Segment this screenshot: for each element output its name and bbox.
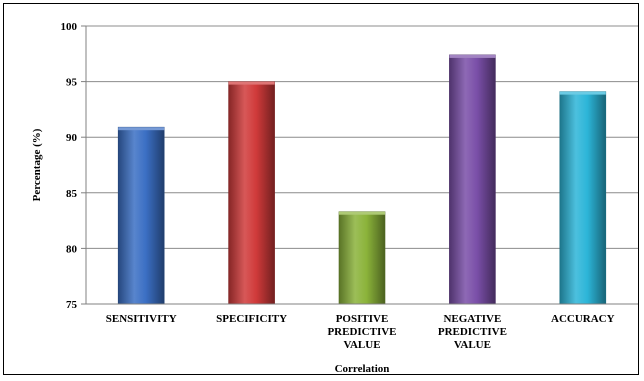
- y-tick-labels: 75 80 85 90 95 100: [61, 21, 78, 311]
- bar-top-cap: [228, 81, 275, 85]
- x-category-label: NEGATIVE: [443, 313, 501, 325]
- chart-frame: [3, 3, 639, 375]
- bar-top-cap: [118, 127, 165, 131]
- y-tick-label: 85: [66, 188, 78, 200]
- y-axis-title: Percentage (%): [31, 128, 43, 201]
- x-category-label: VALUE: [454, 339, 491, 351]
- gridlines: [81, 25, 638, 305]
- x-category-label: PREDICTIVE: [327, 326, 396, 338]
- bar: [228, 81, 275, 305]
- y-tick-label: 100: [61, 21, 78, 33]
- bar: [559, 91, 607, 305]
- y-tick-label: 75: [66, 299, 78, 311]
- bars: [117, 54, 607, 305]
- x-category-label: SENSITIVITY: [106, 313, 177, 325]
- y-tick-label: 95: [66, 77, 78, 89]
- x-category-label: VALUE: [343, 339, 380, 351]
- bar-top-cap: [449, 54, 496, 58]
- bar: [117, 126, 165, 305]
- bar: [449, 54, 496, 305]
- y-tick-label: 80: [66, 243, 78, 255]
- x-axis-title: Correlation: [335, 363, 390, 375]
- bar-top-cap: [339, 211, 385, 215]
- y-tick-label: 90: [66, 132, 78, 144]
- x-category-label: PREDICTIVE: [438, 326, 507, 338]
- x-category-label: SPECIFICITY: [216, 313, 287, 325]
- x-category-labels: SENSITIVITY SPECIFICITY POSITIVEPREDICTIVE…: [106, 313, 615, 351]
- bar-top-cap: [559, 91, 606, 95]
- bar: [338, 211, 386, 305]
- x-category-label: ACCURACY: [551, 313, 615, 325]
- x-category-label: POSITIVE: [336, 313, 389, 325]
